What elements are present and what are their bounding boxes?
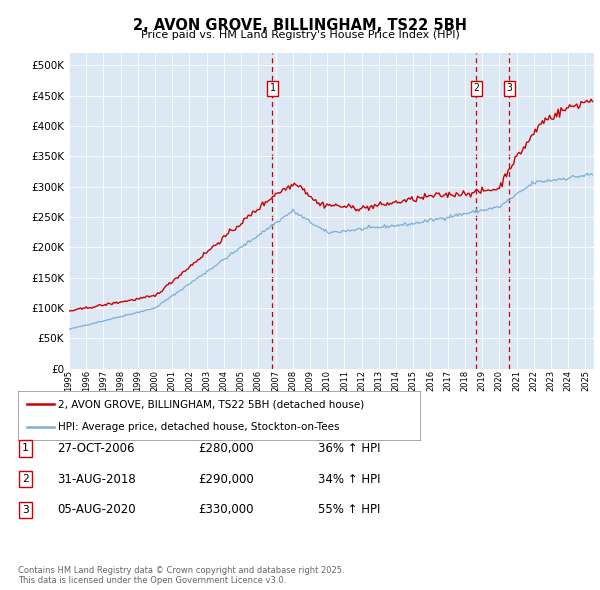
- Text: 2, AVON GROVE, BILLINGHAM, TS22 5BH (detached house): 2, AVON GROVE, BILLINGHAM, TS22 5BH (det…: [58, 399, 364, 409]
- Text: £280,000: £280,000: [198, 442, 254, 455]
- Text: 05-AUG-2020: 05-AUG-2020: [57, 503, 136, 516]
- Text: £290,000: £290,000: [198, 473, 254, 486]
- Text: £330,000: £330,000: [198, 503, 254, 516]
- Text: 2: 2: [22, 474, 29, 484]
- Text: 34% ↑ HPI: 34% ↑ HPI: [318, 473, 380, 486]
- Text: 1: 1: [269, 83, 275, 93]
- Text: HPI: Average price, detached house, Stockton-on-Tees: HPI: Average price, detached house, Stoc…: [58, 422, 340, 432]
- Text: Contains HM Land Registry data © Crown copyright and database right 2025.
This d: Contains HM Land Registry data © Crown c…: [18, 566, 344, 585]
- Text: 31-AUG-2018: 31-AUG-2018: [57, 473, 136, 486]
- Text: 36% ↑ HPI: 36% ↑ HPI: [318, 442, 380, 455]
- Text: 27-OCT-2006: 27-OCT-2006: [57, 442, 134, 455]
- Text: 2: 2: [473, 83, 479, 93]
- Text: 2, AVON GROVE, BILLINGHAM, TS22 5BH: 2, AVON GROVE, BILLINGHAM, TS22 5BH: [133, 18, 467, 32]
- Text: 55% ↑ HPI: 55% ↑ HPI: [318, 503, 380, 516]
- Text: 3: 3: [506, 83, 512, 93]
- Text: 1: 1: [22, 444, 29, 453]
- Text: Price paid vs. HM Land Registry's House Price Index (HPI): Price paid vs. HM Land Registry's House …: [140, 30, 460, 40]
- Text: 3: 3: [22, 505, 29, 514]
